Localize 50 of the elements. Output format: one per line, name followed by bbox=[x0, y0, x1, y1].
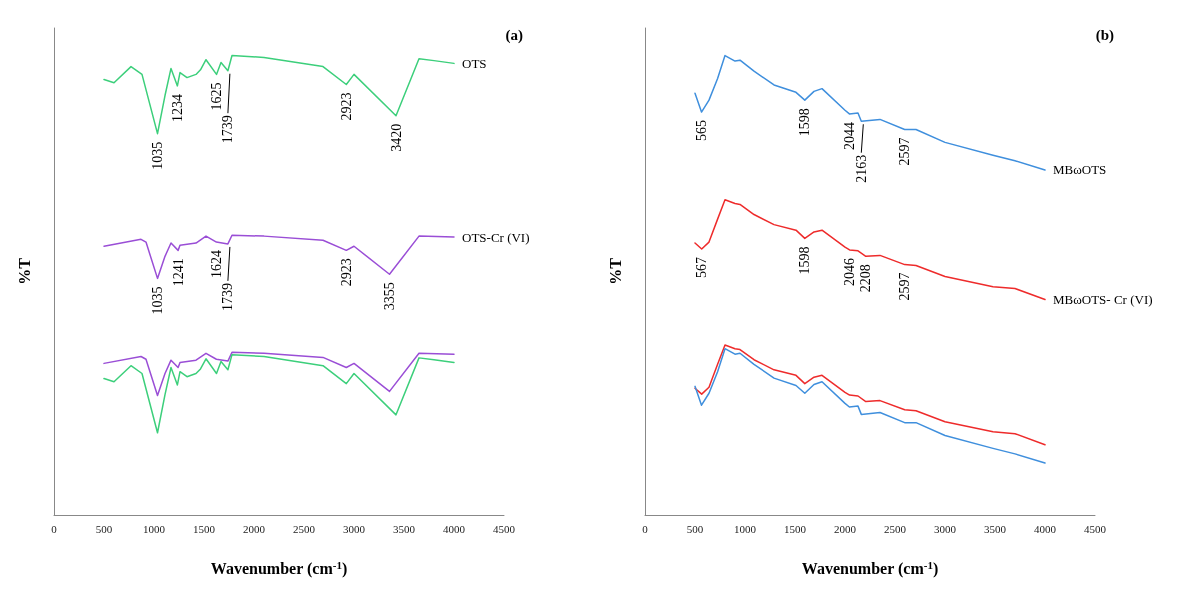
annotation: 1739 bbox=[220, 115, 236, 144]
annotation: 2923 bbox=[338, 92, 354, 121]
annotation: 1598 bbox=[797, 246, 813, 275]
series-label: MBωOTS- Cr (VI) bbox=[1053, 292, 1153, 308]
annotation: 2046 bbox=[842, 257, 858, 286]
x-tick-label: 2000 bbox=[243, 522, 266, 535]
chart-title: (b) bbox=[1095, 26, 1115, 44]
x-tick-label: 4000 bbox=[443, 522, 466, 535]
x-tick-label: 500 bbox=[95, 522, 113, 535]
x-tick-label: 1500 bbox=[784, 522, 807, 535]
annotation: 2923 bbox=[338, 258, 354, 287]
x-tick-label: 3500 bbox=[393, 522, 416, 535]
x-tick-label: 0 bbox=[642, 522, 649, 535]
x-tick-label: 2500 bbox=[293, 522, 316, 535]
annotation: 3355 bbox=[382, 282, 397, 311]
annotation: 1241 bbox=[170, 258, 186, 287]
annotation: 2044 bbox=[841, 121, 857, 150]
x-tick-label: 4500 bbox=[1084, 522, 1107, 535]
annotation: 1035 bbox=[150, 141, 165, 170]
x-tick-label: 500 bbox=[686, 522, 704, 535]
annotation: 1035 bbox=[150, 286, 165, 315]
chart-title: (a) bbox=[505, 26, 524, 44]
x-tick-label: 3000 bbox=[343, 522, 366, 535]
x-tick-label: 1000 bbox=[143, 522, 166, 535]
annotation: 2597 bbox=[897, 137, 913, 166]
annotation: 2163 bbox=[853, 154, 869, 183]
x-tick-label: 1500 bbox=[193, 522, 216, 535]
annotation: 567 bbox=[694, 256, 710, 278]
x-tick-label: 4000 bbox=[1034, 522, 1057, 535]
annotation: 1234 bbox=[169, 93, 185, 122]
annotation: 2208 bbox=[858, 264, 874, 293]
series-label: OTS bbox=[462, 55, 487, 71]
annotation: 1625 bbox=[209, 82, 224, 111]
series-label: OTS-Cr (VI) bbox=[462, 229, 530, 245]
annotation: 1739 bbox=[220, 282, 236, 311]
series-label: MBωOTS bbox=[1053, 162, 1107, 178]
annotation: 2597 bbox=[897, 272, 913, 301]
x-tick-label: 0 bbox=[51, 522, 58, 535]
x-tick-label: 1000 bbox=[734, 522, 757, 535]
x-tick-label: 3500 bbox=[984, 522, 1007, 535]
x-tick-label: 4500 bbox=[493, 522, 516, 535]
annotation: 3420 bbox=[388, 123, 404, 152]
annotation: 565 bbox=[694, 120, 709, 142]
y-axis-title: %T bbox=[606, 257, 624, 285]
x-tick-label: 3000 bbox=[934, 522, 957, 535]
x-tick-label: 2500 bbox=[884, 522, 907, 535]
y-axis-title: %T bbox=[15, 257, 33, 285]
annotation: 1624 bbox=[208, 250, 224, 279]
x-tick-label: 2000 bbox=[834, 522, 857, 535]
annotation: 1598 bbox=[797, 108, 813, 137]
